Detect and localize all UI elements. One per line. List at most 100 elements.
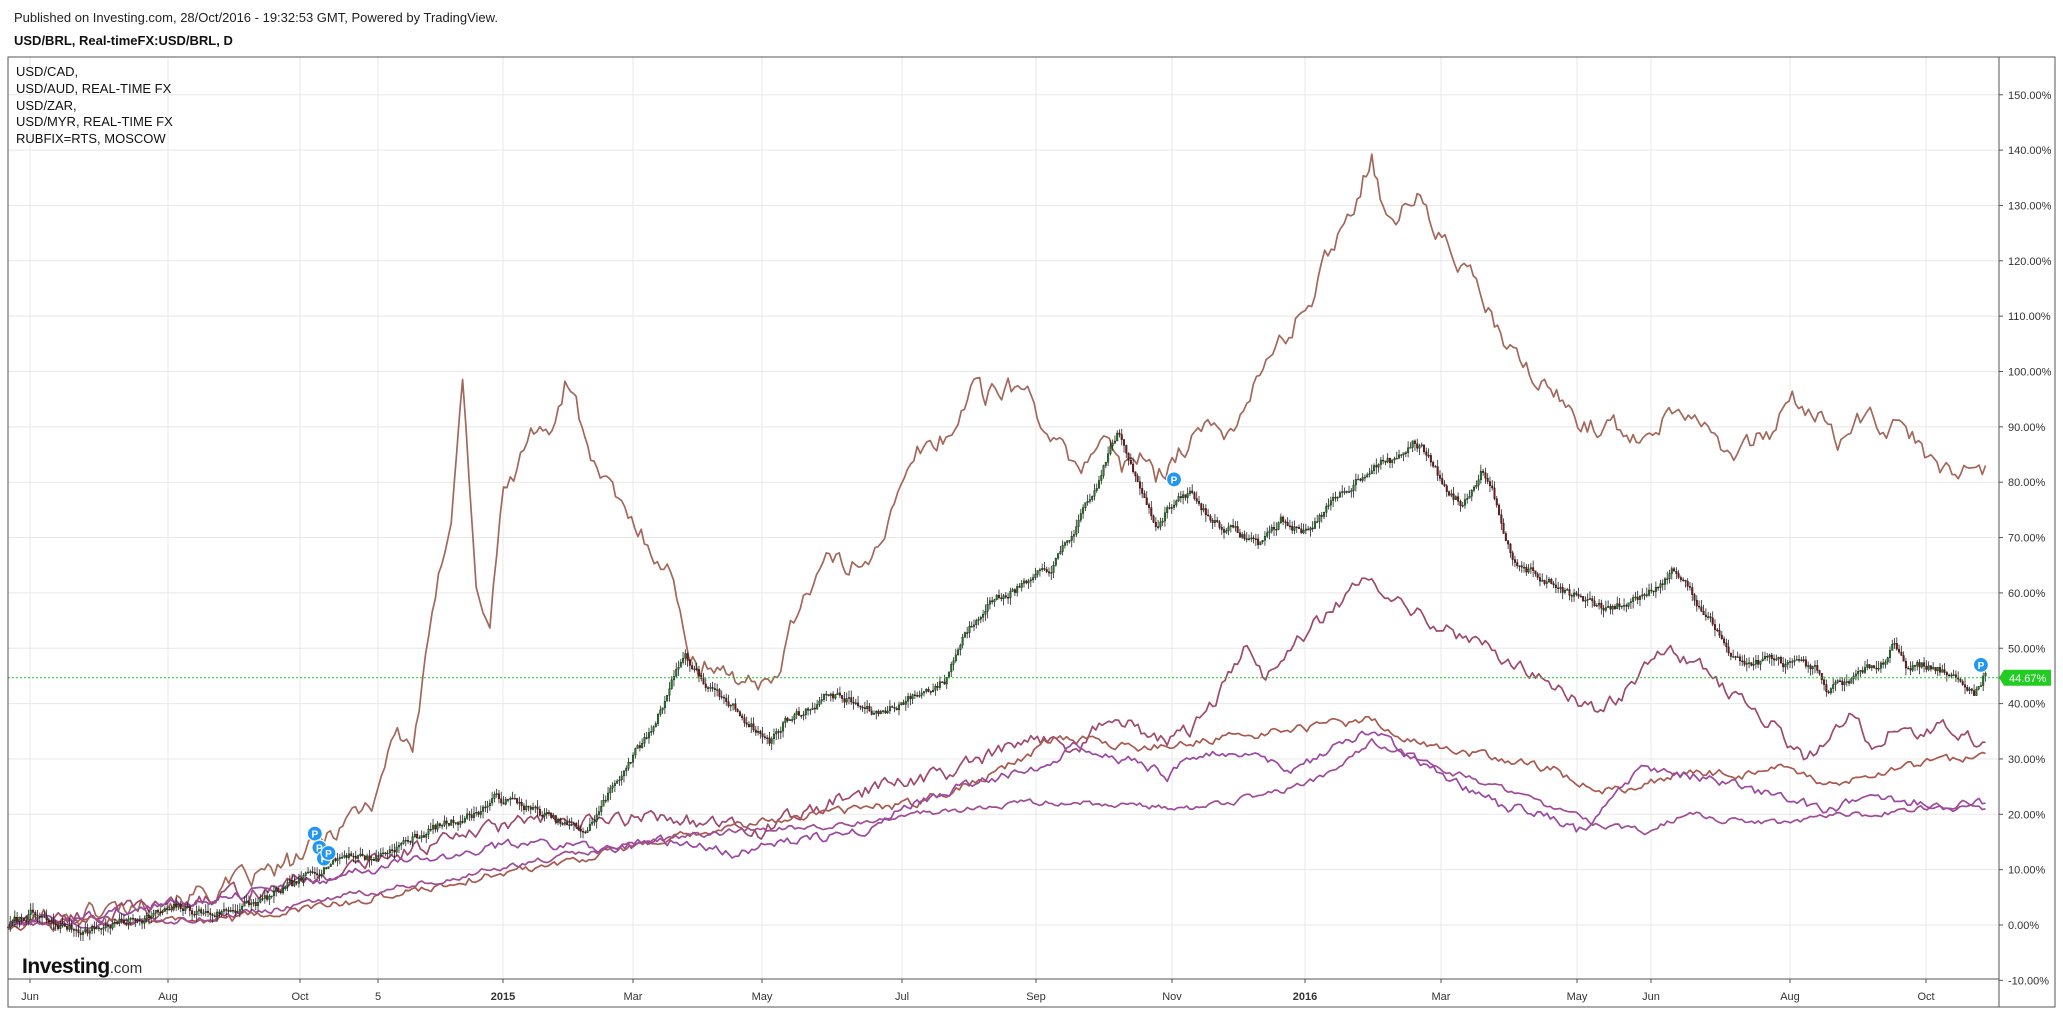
candle bbox=[1761, 651, 1764, 662]
candle bbox=[1591, 595, 1594, 608]
candle bbox=[509, 796, 512, 806]
candle bbox=[86, 923, 89, 937]
candle bbox=[393, 843, 396, 859]
candle bbox=[863, 701, 866, 714]
candle bbox=[475, 806, 478, 817]
candle bbox=[816, 699, 819, 710]
candle bbox=[1516, 558, 1519, 569]
candle bbox=[1698, 600, 1701, 610]
candle bbox=[725, 693, 728, 706]
candle bbox=[670, 676, 673, 690]
candle bbox=[1859, 669, 1862, 677]
candle bbox=[634, 747, 637, 759]
candle bbox=[468, 811, 471, 821]
candle bbox=[1095, 483, 1098, 493]
candle bbox=[1157, 520, 1160, 530]
candle bbox=[13, 910, 16, 928]
candle bbox=[1463, 493, 1466, 509]
candle bbox=[379, 848, 382, 858]
candle bbox=[668, 682, 671, 702]
candle bbox=[1443, 480, 1446, 488]
candle bbox=[1825, 679, 1828, 697]
candle bbox=[743, 713, 746, 727]
candle bbox=[761, 727, 764, 744]
candle bbox=[25, 915, 28, 926]
candle bbox=[1784, 658, 1787, 674]
candle bbox=[352, 853, 355, 863]
candle bbox=[1382, 454, 1385, 465]
candle bbox=[1241, 531, 1244, 539]
candle bbox=[1325, 503, 1328, 518]
candle bbox=[9, 915, 12, 932]
candle bbox=[1327, 498, 1330, 510]
candle bbox=[522, 803, 525, 815]
candle bbox=[654, 721, 657, 728]
candle bbox=[547, 809, 550, 817]
candle bbox=[593, 815, 596, 826]
candle bbox=[193, 910, 196, 918]
candle bbox=[1950, 672, 1953, 679]
candle bbox=[1123, 438, 1126, 453]
candle bbox=[1391, 459, 1394, 468]
candle bbox=[868, 703, 871, 712]
candle bbox=[1268, 525, 1271, 540]
candle bbox=[1304, 523, 1307, 535]
candle bbox=[629, 761, 632, 765]
candle bbox=[118, 913, 121, 927]
candle bbox=[1213, 513, 1216, 527]
candle bbox=[918, 690, 921, 698]
candle bbox=[497, 789, 500, 804]
candle bbox=[159, 907, 162, 917]
candle bbox=[768, 731, 771, 746]
candle bbox=[600, 800, 603, 816]
candle bbox=[1025, 579, 1028, 585]
candle bbox=[84, 922, 87, 934]
candle bbox=[1150, 501, 1153, 521]
candle bbox=[988, 597, 991, 610]
candle bbox=[1398, 449, 1401, 460]
candle bbox=[852, 696, 855, 710]
candle bbox=[536, 800, 539, 817]
candle bbox=[757, 726, 760, 736]
candle bbox=[1279, 513, 1282, 524]
candle bbox=[1632, 594, 1635, 609]
candle bbox=[125, 918, 128, 927]
candle bbox=[1977, 686, 1980, 691]
candle bbox=[1450, 489, 1453, 498]
candle bbox=[388, 845, 391, 858]
candle bbox=[1307, 525, 1310, 531]
candle bbox=[445, 817, 448, 830]
note-marker-label: P bbox=[1171, 475, 1178, 486]
candle bbox=[1677, 570, 1680, 579]
candle bbox=[361, 848, 364, 857]
candle bbox=[886, 706, 889, 715]
candle bbox=[111, 920, 114, 931]
candle bbox=[1023, 578, 1025, 588]
candle bbox=[166, 903, 169, 915]
candle bbox=[1468, 490, 1471, 499]
candle bbox=[586, 827, 589, 833]
candle bbox=[222, 902, 225, 915]
candle bbox=[216, 908, 219, 922]
candle bbox=[554, 815, 557, 825]
last-price-badge: 44.67% bbox=[1999, 669, 2051, 686]
candle bbox=[209, 908, 212, 921]
candle bbox=[1286, 517, 1289, 527]
candle bbox=[134, 918, 137, 928]
candle bbox=[741, 713, 744, 721]
note-marker-label: P bbox=[312, 830, 319, 841]
candle bbox=[1473, 485, 1476, 493]
candle bbox=[738, 710, 741, 717]
investing-logo: Investing.com bbox=[22, 955, 142, 979]
candle bbox=[843, 691, 846, 709]
candle bbox=[1198, 496, 1201, 507]
candle bbox=[350, 851, 353, 857]
candle bbox=[286, 879, 289, 892]
candle bbox=[736, 708, 739, 713]
candle bbox=[1668, 569, 1671, 584]
candle bbox=[343, 850, 346, 859]
candle bbox=[793, 712, 796, 725]
candle bbox=[82, 930, 85, 942]
candle bbox=[161, 910, 164, 916]
